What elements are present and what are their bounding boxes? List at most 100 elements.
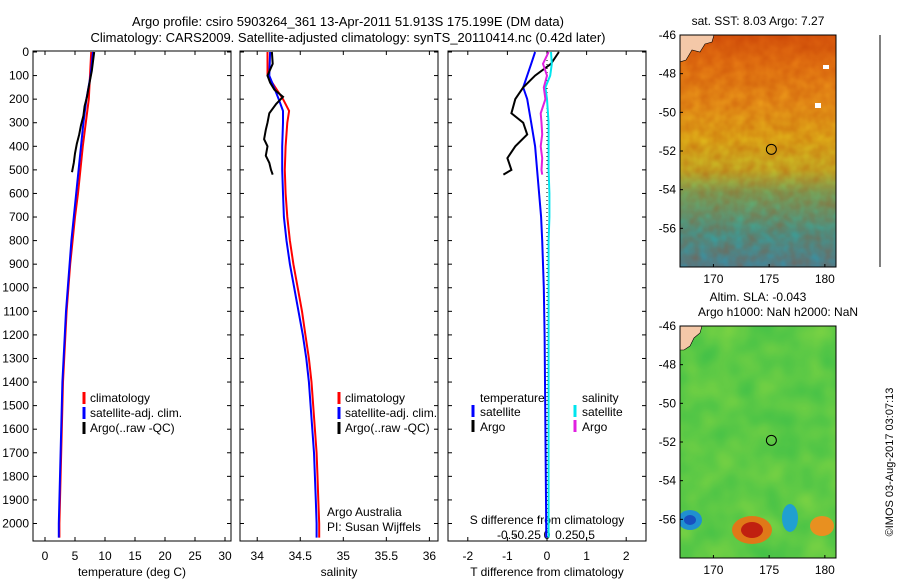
s-difference-tick-label: -0.25 xyxy=(514,528,542,542)
depth-tick-label: 1500 xyxy=(2,399,29,413)
series-line-temperature-satellite xyxy=(522,51,548,538)
lat-tick-label: -48 xyxy=(659,358,677,372)
sla-high-anomaly xyxy=(741,522,763,538)
legend-label-t-satellite: satellite xyxy=(480,405,521,419)
lat-tick-label: -50 xyxy=(659,396,677,410)
legend-label-climatology: climatology xyxy=(90,391,150,405)
x-tick-label: 0 xyxy=(544,549,551,563)
depth-tick-label: 500 xyxy=(9,163,29,177)
lat-tick-label: -52 xyxy=(659,144,677,158)
x-tick-label: -2 xyxy=(462,549,473,563)
lat-tick-label: -48 xyxy=(659,67,677,81)
sla-low-anomaly xyxy=(782,504,798,532)
depth-axis-labels: 0 100 200 300 400 500 600 700 800 900 1000 1100 1200… xyxy=(2,45,29,530)
lat-tick-label: -54 xyxy=(659,474,677,488)
s-difference-tick-label: -0.5 xyxy=(497,528,518,542)
difference-series xyxy=(502,51,560,538)
depth-tick-label: 1200 xyxy=(2,328,29,342)
legend-heading-temperature: temperature xyxy=(480,391,545,405)
sla-map-title-line-1: Altim. SLA: -0.043 xyxy=(710,290,807,304)
temperature-panel-frame xyxy=(32,50,232,542)
x-tick-label: 34.5 xyxy=(289,549,313,563)
x-tick-label: 0 xyxy=(42,549,49,563)
s-difference-tick-label: 0.5 xyxy=(578,528,595,542)
lon-tick-label: 175 xyxy=(759,563,779,577)
lon-tick-label: 170 xyxy=(703,563,723,577)
lat-tick-label: -54 xyxy=(659,183,677,197)
sla-argo-location-marker xyxy=(765,434,777,446)
lat-tick-label: -50 xyxy=(659,105,677,119)
difference-legend: temperature salinity satellite Argo sate… xyxy=(471,391,623,434)
sla-high-anomaly xyxy=(810,516,834,536)
sla-low-anomaly xyxy=(684,515,696,525)
temperature-legend: climatology satellite-adj. clim. Argo(..… xyxy=(82,391,182,435)
legend-label-s-satellite: satellite xyxy=(582,405,623,419)
depth-tick-label: 1900 xyxy=(2,493,29,507)
header-line-2: Climatology: CARS2009. Satellite-adjuste… xyxy=(91,30,606,45)
sla-map-x-ticks: 170 175 180 xyxy=(703,555,835,577)
x-tick-label: 30 xyxy=(218,549,232,563)
legend-label-argo: Argo(..raw -QC) xyxy=(345,421,430,435)
x-tick-label: 35.5 xyxy=(375,549,399,563)
depth-tick-label: 900 xyxy=(9,257,29,271)
depth-tick-label: 1100 xyxy=(3,304,29,318)
x-tick-label: 15 xyxy=(128,549,142,563)
depth-tick-label: 700 xyxy=(9,210,29,224)
depth-tick-label: 100 xyxy=(9,69,29,83)
legend-label-satellite: satellite-adj. clim. xyxy=(90,406,182,420)
depth-tick-label: 300 xyxy=(9,116,29,130)
x-tick-label: 1 xyxy=(583,549,590,563)
lon-tick-label: 170 xyxy=(703,272,723,286)
series-line-climatology xyxy=(58,51,93,538)
s-difference-tick-label: 0.25 xyxy=(555,528,579,542)
argo-australia-annotation: Argo Australia xyxy=(327,505,402,519)
legend-label-satellite: satellite-adj. clim. xyxy=(345,406,437,420)
salinity-legend: climatology satellite-adj. clim. Argo(..… xyxy=(337,391,437,435)
depth-tick-label: 1800 xyxy=(2,469,29,483)
sst-map xyxy=(680,35,836,267)
sst-missing-data xyxy=(823,65,829,69)
lat-tick-label: -46 xyxy=(659,319,677,333)
salinity-axis-label: salinity xyxy=(321,565,358,579)
legend-heading-salinity: salinity xyxy=(582,391,619,405)
x-tick-label: 2 xyxy=(623,549,630,563)
sla-map-y-ticks: -46 -48 -50 -52 -54 -56 xyxy=(659,319,683,526)
x-tick-label: 10 xyxy=(98,549,112,563)
legend-label-t-argo: Argo xyxy=(480,420,506,434)
t-difference-axis-label: T difference from climatology xyxy=(470,565,624,579)
depth-tick-label: 1300 xyxy=(2,351,29,365)
imos-watermark: ©IMOS 03-Aug-2017 03:07:13 xyxy=(884,388,896,537)
series-line-argo-raw-qc xyxy=(71,51,96,173)
x-tick-label: 35 xyxy=(337,549,351,563)
salinity-x-ticks: 34 34.5 35 35.5 36 xyxy=(251,51,437,563)
depth-tick-label: 1700 xyxy=(2,446,29,460)
x-tick-label: 20 xyxy=(158,549,172,563)
x-tick-label: 34 xyxy=(251,549,265,563)
sla-map xyxy=(680,326,836,558)
lat-tick-label: -56 xyxy=(659,221,677,235)
depth-tick-label: 2000 xyxy=(2,516,29,530)
sst-coastline xyxy=(680,35,715,63)
sst-map-title: sat. SST: 8.03 Argo: 7.27 xyxy=(692,14,825,28)
legend-label-climatology: climatology xyxy=(345,391,405,405)
salinity-series xyxy=(263,51,321,538)
sla-map-title-line-2: Argo h1000: NaN h2000: NaN xyxy=(698,305,858,319)
depth-tick-label: 1600 xyxy=(2,422,29,436)
depth-tick-label: 0 xyxy=(22,45,29,59)
series-line-satellite-adj-clim xyxy=(57,51,94,538)
sst-map-y-ticks: -46 -48 -50 -52 -54 -56 xyxy=(659,28,683,235)
legend-label-s-argo: Argo xyxy=(582,420,608,434)
lat-tick-label: -56 xyxy=(659,512,677,526)
depth-tick-label: 600 xyxy=(9,186,29,200)
series-line-salinity-satellite xyxy=(544,51,553,538)
header-line-1: Argo profile: csiro 5903264_361 13-Apr-2… xyxy=(132,14,564,29)
series-line-argo-raw-qc xyxy=(263,51,285,175)
lat-tick-label: -52 xyxy=(659,435,677,449)
lat-tick-label: -46 xyxy=(659,28,677,42)
depth-tick-label: 200 xyxy=(9,92,29,106)
sla-coastline xyxy=(680,326,703,351)
x-tick-label: 36 xyxy=(423,549,437,563)
depth-tick-label: 800 xyxy=(9,234,29,248)
s-difference-x-ticks: -0.5-0.25 0 0.25 0.5 xyxy=(497,528,595,542)
depth-tick-label: 1000 xyxy=(2,281,29,295)
